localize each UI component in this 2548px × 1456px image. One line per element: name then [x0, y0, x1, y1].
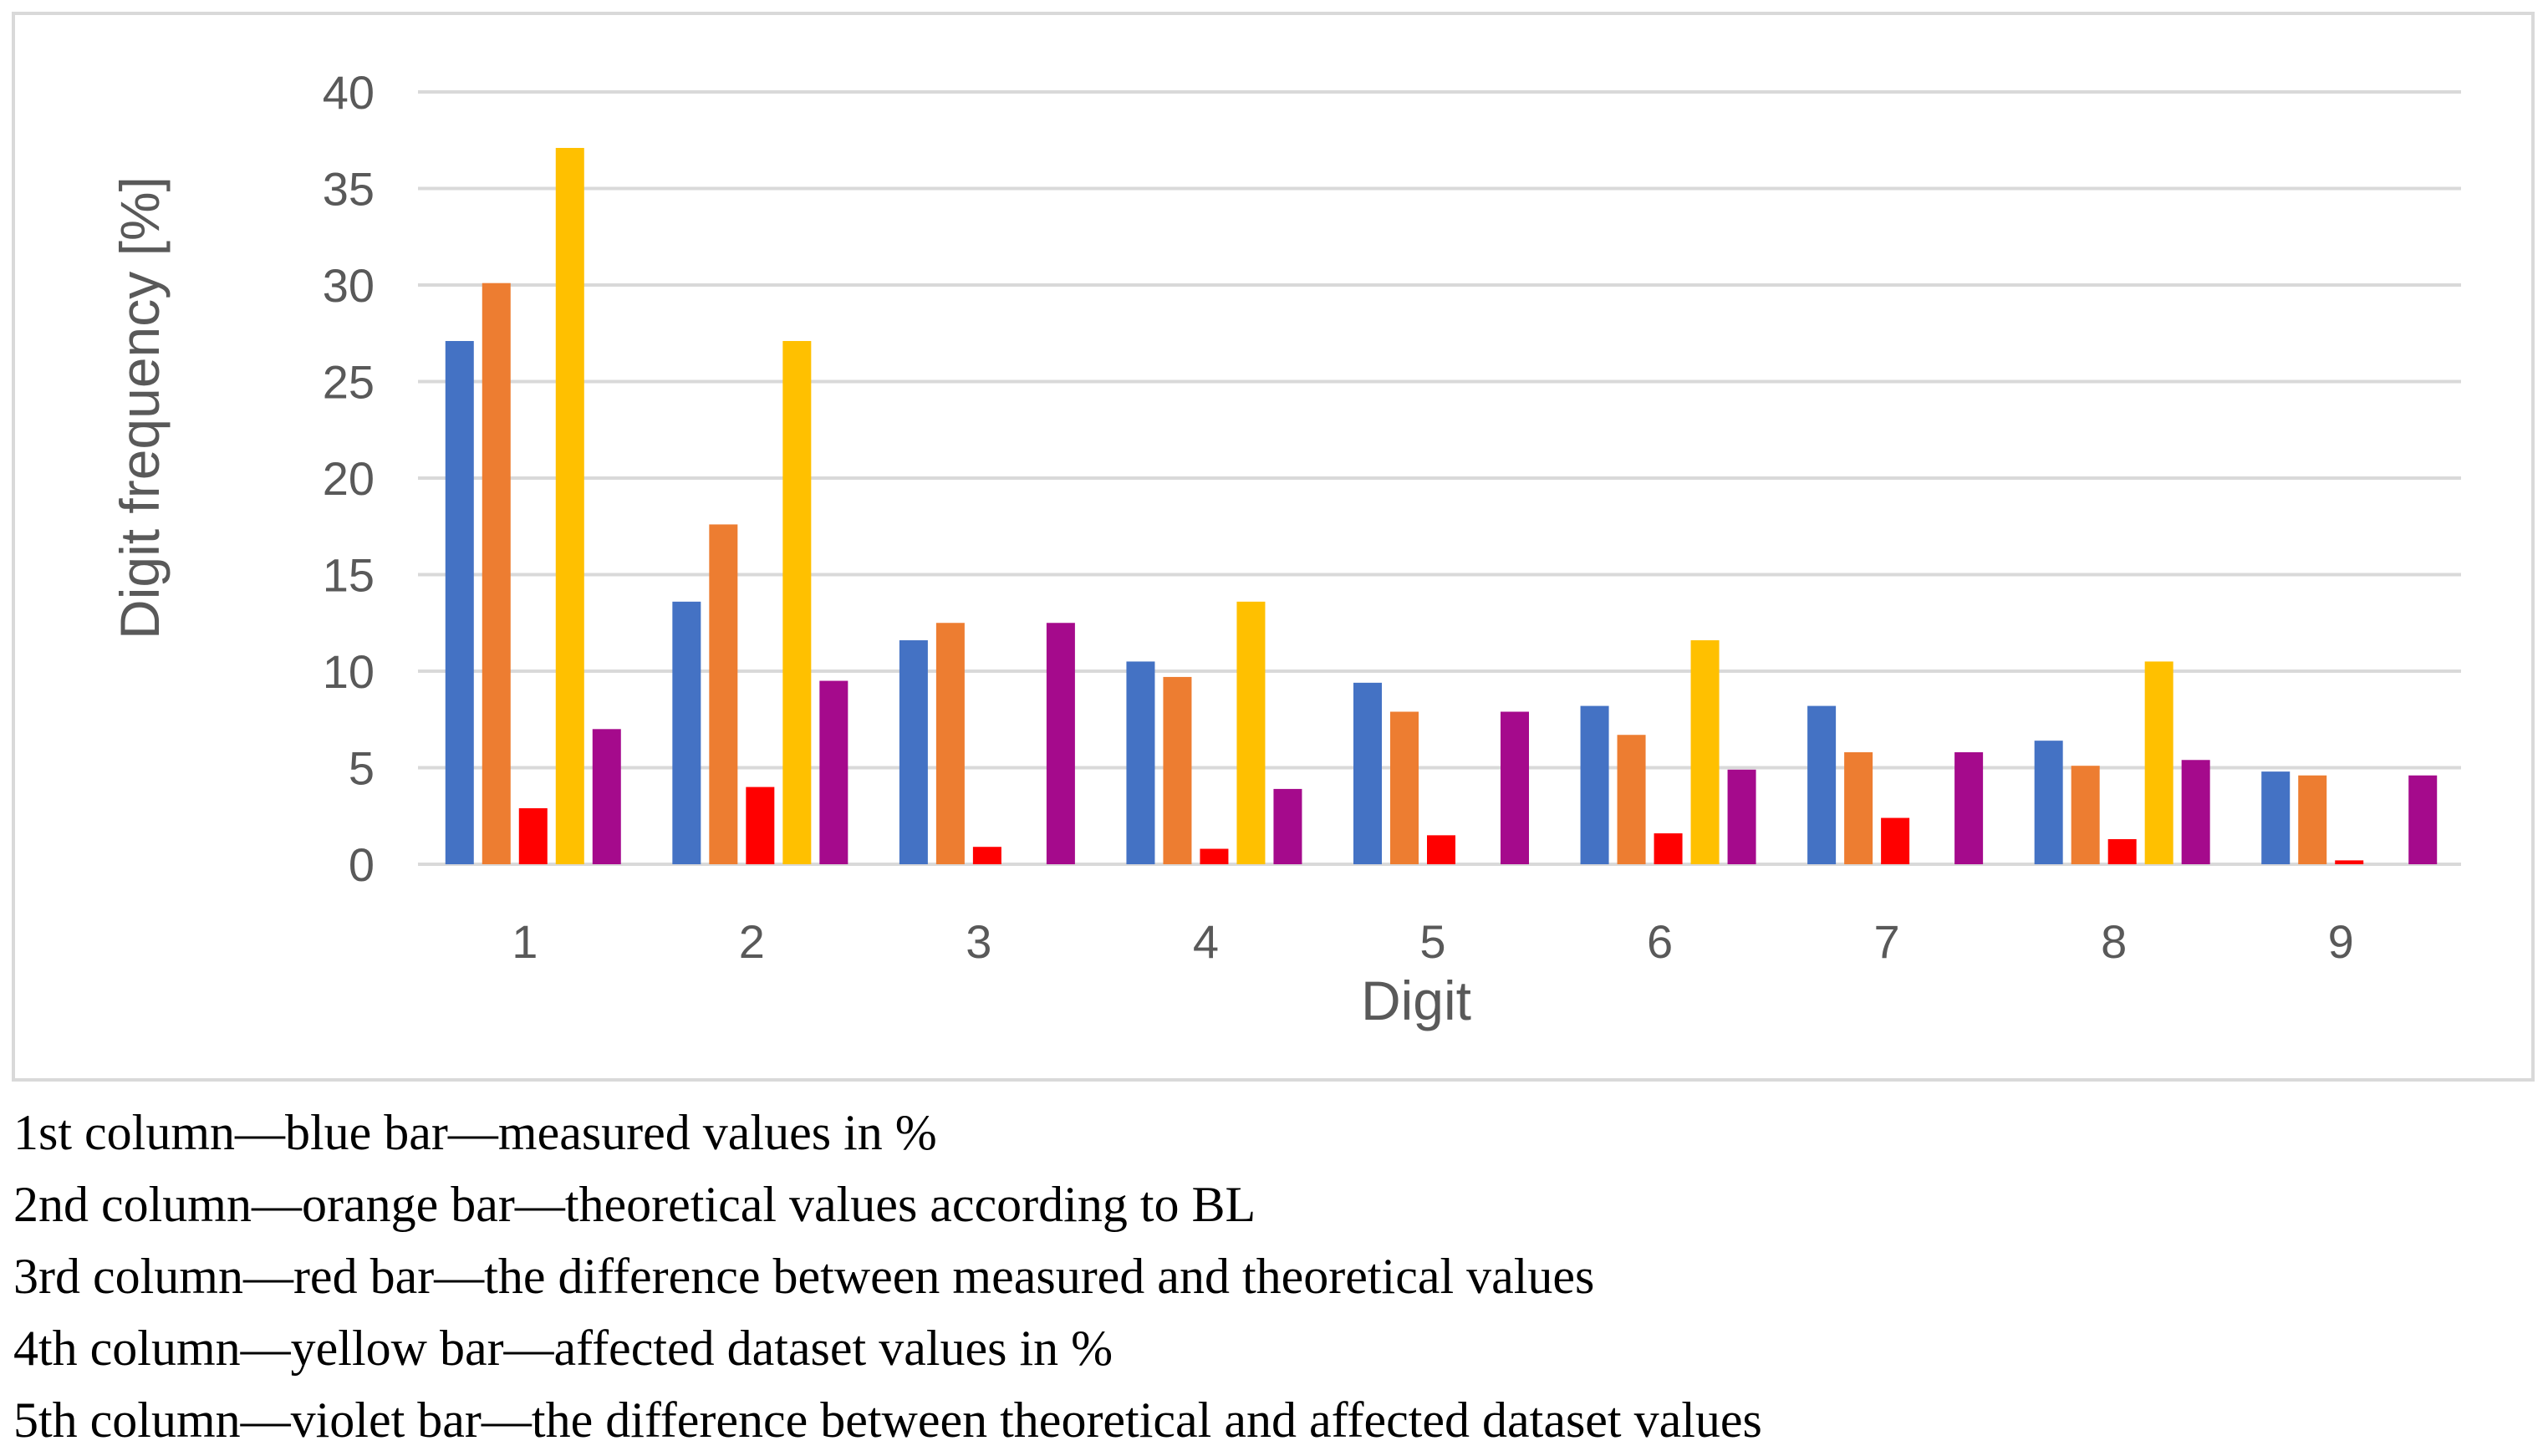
- bar-s1-digit-8: [2034, 741, 2063, 864]
- bar-s3-digit-3: [972, 847, 1001, 864]
- label-layer: 0 5 10 15 20 25 30 35 40 1 2 3 4 5 6 7 8 9: [323, 66, 2354, 968]
- bar-s3-digit-5: [1427, 835, 1455, 864]
- x-tick-label-4: 4: [1193, 915, 1219, 968]
- y-tick-label-25: 25: [323, 356, 375, 409]
- bar-s4-digit-2: [782, 340, 812, 864]
- bar-s1-digit-3: [899, 640, 928, 864]
- bar-s4-digit-8: [2144, 661, 2173, 864]
- bar-s2-digit-1: [482, 283, 511, 864]
- bar-s1-digit-6: [1580, 705, 1609, 864]
- x-tick-label-1: 1: [512, 915, 538, 968]
- bar-s2-digit-9: [2298, 775, 2327, 864]
- x-tick-label-8: 8: [2101, 915, 2127, 968]
- bar-s2-digit-3: [935, 623, 965, 864]
- bar-s4-digit-6: [1690, 640, 1720, 864]
- x-tick-label-9: 9: [2328, 915, 2354, 968]
- bar-s3-digit-1: [518, 808, 548, 864]
- bar-s2-digit-6: [1617, 735, 1646, 864]
- bar-s3-digit-2: [746, 787, 775, 864]
- bar-s5-digit-8: [2181, 760, 2210, 864]
- bar-s1-digit-4: [1126, 661, 1155, 864]
- note-blue-bar: 1st column—blue bar—measured values in %: [13, 1105, 937, 1160]
- bar-s2-digit-4: [1163, 676, 1192, 864]
- bar-s1-digit-1: [445, 340, 474, 864]
- note-red-bar: 3rd column—red bar—the difference betwee…: [13, 1249, 1595, 1304]
- bar-s1-digit-9: [2261, 771, 2291, 864]
- bar-s5-digit-9: [2408, 775, 2438, 864]
- bar-s2-digit-2: [709, 524, 738, 864]
- y-tick-label-20: 20: [323, 452, 375, 505]
- chart-frame: 0 5 10 15 20 25 30 35 40 1 2 3 4 5 6 7 8 9 Digit frequenc…: [12, 12, 2535, 1082]
- bar-chart: 0 5 10 15 20 25 30 35 40 1 2 3 4 5 6 7 8 9 Digit frequenc…: [109, 66, 2461, 1031]
- bar-s1-digit-2: [672, 601, 701, 864]
- bar-s5-digit-4: [1273, 788, 1302, 864]
- bar-s4-digit-1: [555, 147, 584, 865]
- bar-s2-digit-8: [2071, 766, 2100, 864]
- bar-s3-digit-6: [1654, 833, 1683, 864]
- x-tick-label-3: 3: [966, 915, 991, 968]
- y-tick-label-40: 40: [323, 66, 375, 119]
- y-tick-label-35: 35: [323, 163, 375, 216]
- y-tick-label-30: 30: [323, 259, 375, 312]
- bar-s5-digit-7: [1954, 752, 1984, 864]
- bar-s3-digit-8: [2107, 838, 2137, 864]
- bar-s3-digit-9: [2335, 860, 2364, 864]
- bar-s5-digit-6: [1727, 769, 1756, 864]
- x-axis-title: Digit: [1361, 970, 1471, 1031]
- x-tick-label-5: 5: [1419, 915, 1445, 968]
- bar-s3-digit-4: [1200, 848, 1229, 864]
- bar-s5-digit-5: [1501, 711, 1529, 864]
- y-tick-label-5: 5: [349, 742, 375, 795]
- note-orange-bar: 2nd column—orange bar—theoretical values…: [13, 1177, 1256, 1232]
- bar-s1-digit-5: [1353, 682, 1382, 864]
- x-tick-label-2: 2: [739, 915, 765, 968]
- note-violet-bar: 5th column—violet bar—the difference bet…: [13, 1392, 1762, 1448]
- legend-notes: 1st column—blue bar—measured values in %…: [13, 1097, 2530, 1456]
- bar-layer: [445, 147, 2438, 865]
- bar-s5-digit-1: [592, 729, 621, 864]
- bar-s2-digit-7: [1844, 752, 1873, 864]
- x-tick-label-7: 7: [1874, 915, 1900, 968]
- x-tick-label-6: 6: [1647, 915, 1673, 968]
- y-tick-label-15: 15: [323, 549, 375, 602]
- note-yellow-bar: 4th column—yellow bar—affected dataset v…: [13, 1321, 1113, 1376]
- bar-s2-digit-5: [1390, 711, 1419, 864]
- bar-s5-digit-3: [1046, 623, 1075, 864]
- bar-s5-digit-2: [819, 680, 848, 864]
- y-tick-label-0: 0: [349, 838, 375, 891]
- bar-s4-digit-4: [1236, 601, 1266, 864]
- y-axis-title: Digit frequency [%]: [109, 176, 171, 639]
- bar-s1-digit-7: [1807, 705, 1837, 864]
- grid-layer: [418, 90, 2461, 866]
- bar-s3-digit-7: [1881, 817, 1910, 864]
- y-tick-label-10: 10: [323, 645, 375, 698]
